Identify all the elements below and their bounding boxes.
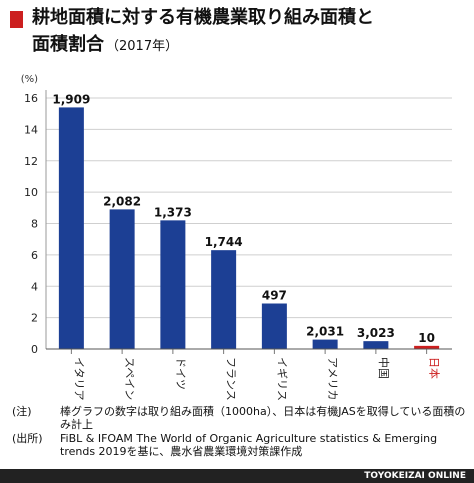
x-tick-label: スペイン xyxy=(123,357,136,400)
data-label: 2,031 xyxy=(306,325,344,339)
y-tick-label: 12 xyxy=(24,155,38,168)
bar xyxy=(160,220,186,349)
x-tick-label: イタリア xyxy=(72,357,85,401)
bar xyxy=(211,250,237,349)
note-text: 棒グラフの数字は取り組み面積（1000ha）、日本は有機JASを取得している面積… xyxy=(60,405,466,431)
bar xyxy=(363,341,389,349)
publisher-credit: TOYOKEIZAI ONLINE xyxy=(364,471,466,481)
y-tick-label: 8 xyxy=(31,218,38,231)
data-label: 1,909 xyxy=(52,92,90,106)
bar xyxy=(414,345,440,349)
y-tick-label: 16 xyxy=(24,92,38,105)
bar xyxy=(261,303,287,349)
data-label: 2,082 xyxy=(103,194,141,208)
y-tick-label: 10 xyxy=(24,186,38,199)
data-label: 10 xyxy=(418,331,435,345)
footer-bar: TOYOKEIZAI ONLINE xyxy=(0,469,474,483)
x-tick-label: フランス xyxy=(225,357,238,401)
note-source: (出所) FiBL & IFOAM The World of Organic Ag… xyxy=(12,432,467,458)
note-tag: (注) xyxy=(12,405,32,418)
x-tick-label: 中国 xyxy=(377,357,390,379)
title-accent-mark xyxy=(10,11,23,28)
source-text: FiBL & IFOAM The World of Organic Agricu… xyxy=(60,432,438,458)
y-tick-label: 14 xyxy=(24,123,38,136)
y-tick-label: 2 xyxy=(31,312,38,325)
x-tick-label: 日本 xyxy=(428,357,442,379)
bar xyxy=(109,209,135,349)
bar-chart: (%) 0 2 4 6 8 10 12 14 16 1,909 イタリア 2,082 スペイン 1,373 ド… xyxy=(21,74,452,401)
y-unit-label: (%) xyxy=(21,74,38,85)
bar xyxy=(58,107,84,349)
bar xyxy=(312,339,338,349)
title-year: （2017年） xyxy=(106,39,179,54)
title-line-2: 面積割合 （2017年） xyxy=(32,33,178,59)
data-label: 1,373 xyxy=(154,205,192,219)
note-annotation: (注) 棒グラフの数字は取り組み面積（1000ha）、日本は有機JASを取得してい… xyxy=(12,405,467,431)
y-tick-label: 4 xyxy=(31,280,38,293)
y-tick-label: 6 xyxy=(31,249,38,262)
x-tick-label: イギリス xyxy=(275,357,288,401)
data-label: 497 xyxy=(262,289,287,303)
y-tick-label: 0 xyxy=(31,343,38,356)
source-tag: (出所) xyxy=(12,432,43,445)
data-label: 1,744 xyxy=(205,235,243,249)
title-line-2-text: 面積割合 xyxy=(32,34,104,55)
x-tick-label: ドイツ xyxy=(174,357,187,390)
title-line-1: 耕地面積に対する有機農業取り組み面積と xyxy=(32,7,374,28)
notes: (注) 棒グラフの数字は取り組み面積（1000ha）、日本は有機JASを取得してい… xyxy=(12,405,467,459)
data-label: 3,023 xyxy=(357,326,395,340)
x-tick-label: アメリカ xyxy=(326,357,339,400)
